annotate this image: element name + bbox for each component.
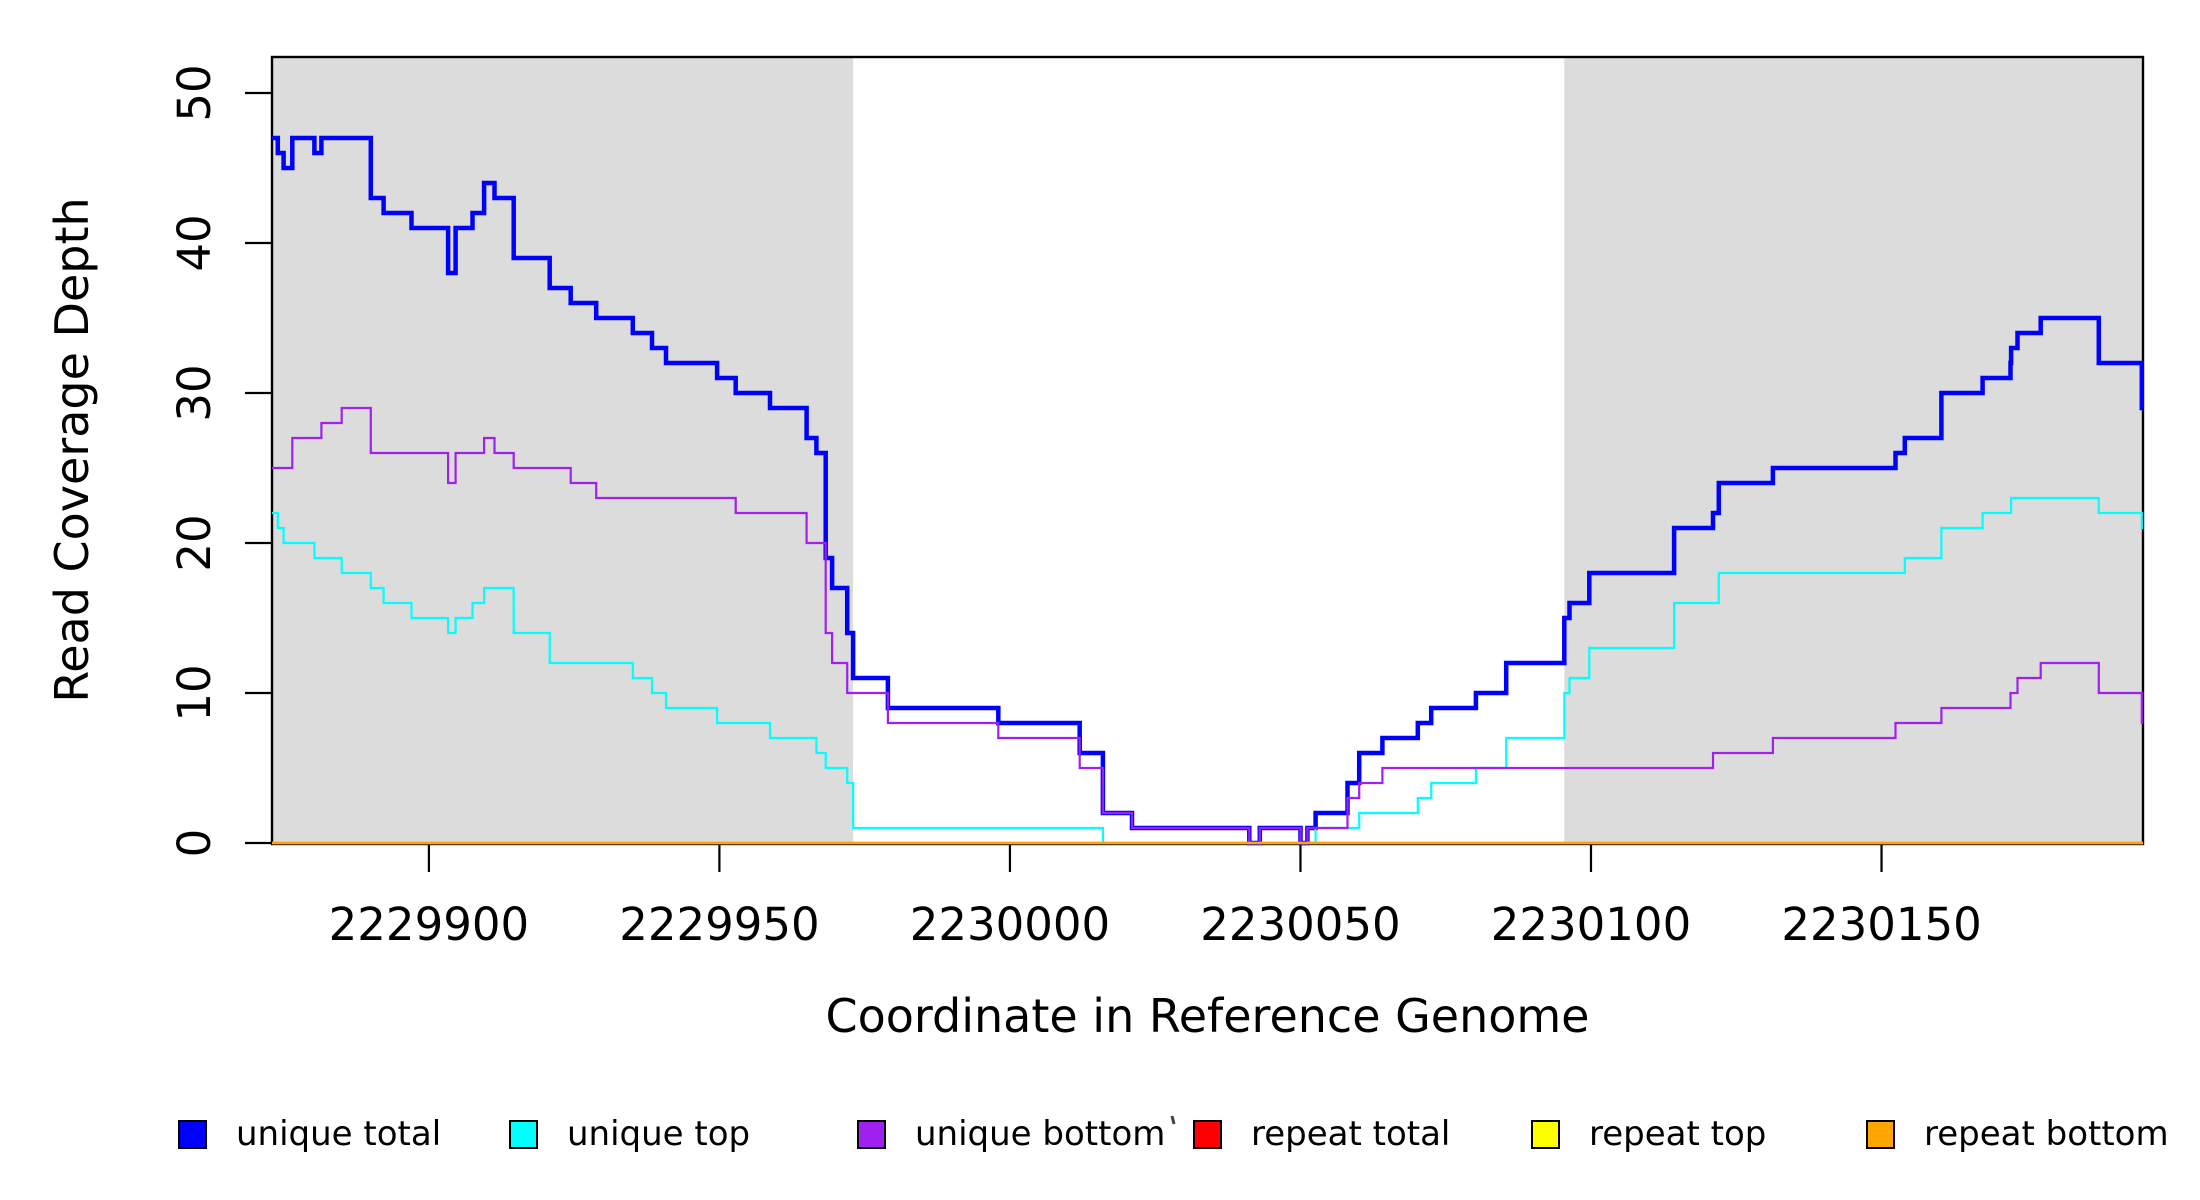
legend-swatch-repeat-top (1531, 1120, 1560, 1149)
legend-label-unique-bottom: unique bottom (915, 1114, 1165, 1154)
shaded-region-0 (272, 58, 854, 843)
x-tick-label-2230100: 2230100 (1491, 898, 1691, 951)
y-tick-label-10: 10 (168, 664, 221, 721)
legend-swatch-unique-bottom (857, 1120, 886, 1149)
legend-label-repeat-total: repeat total (1251, 1114, 1450, 1154)
x-tick-label-2229900: 2229900 (329, 898, 529, 951)
legend-label-unique-top: unique top (567, 1114, 750, 1154)
legend-swatch-unique-total (178, 1120, 207, 1149)
x-tick-label-2230150: 2230150 (1781, 898, 1981, 951)
x-tick-label-2229950: 2229950 (619, 898, 819, 951)
y-tick-label-50: 50 (168, 64, 221, 121)
y-tick-label-40: 40 (168, 214, 221, 271)
y-axis-title: Read Coverage Depth (45, 197, 99, 702)
y-tick-label-0: 0 (168, 829, 221, 858)
legend-label-unique-total: unique total (236, 1114, 441, 1154)
x-tick-label-2230000: 2230000 (910, 898, 1110, 951)
y-tick-label-20: 20 (168, 514, 221, 571)
x-tick-label-2230050: 2230050 (1200, 898, 1400, 951)
stray-mark (1170, 1115, 1176, 1125)
legend-swatch-repeat-bottom (1866, 1120, 1895, 1149)
legend-swatch-repeat-total (1193, 1120, 1222, 1149)
x-axis-title: Coordinate in Reference Genome (826, 989, 1590, 1043)
legend-label-repeat-bottom: repeat bottom (1924, 1114, 2169, 1154)
series-line-unique-bottom (272, 406, 2143, 845)
shaded-region-1 (1564, 58, 2143, 843)
legend-label-repeat-top: repeat top (1589, 1114, 1766, 1154)
y-tick-label-30: 30 (168, 364, 221, 421)
legend-swatch-unique-top (509, 1120, 538, 1149)
series-line-unique-top (272, 496, 2143, 845)
